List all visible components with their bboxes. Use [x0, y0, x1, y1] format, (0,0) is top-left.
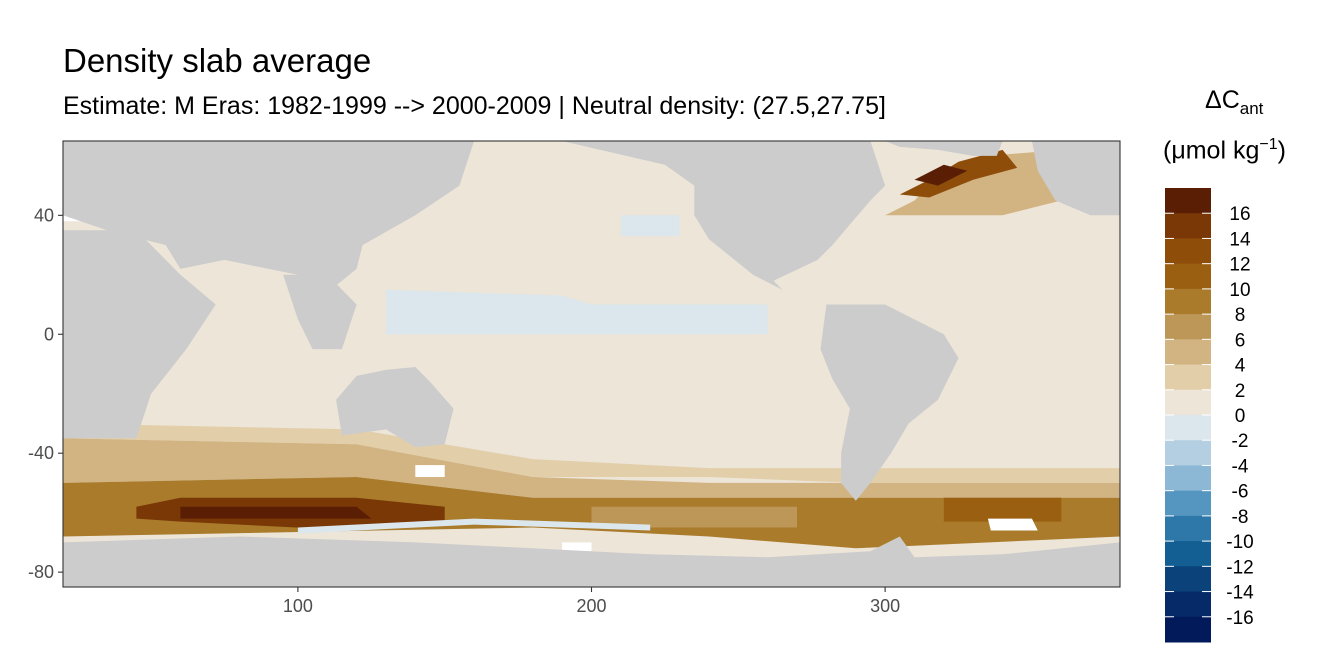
legend-unit-prefix: (μmol kg	[1163, 136, 1260, 165]
land-mass	[63, 230, 216, 439]
legend-label: -8	[1232, 507, 1249, 528]
legend-swatch	[1165, 314, 1211, 340]
chart-title: Density slab average	[63, 42, 372, 79]
y-tick-label: -40	[28, 443, 54, 463]
land-mass	[283, 274, 357, 350]
x-tick-label: 200	[576, 596, 606, 616]
legend-label: -6	[1232, 482, 1249, 503]
ocean-region	[63, 259, 416, 469]
color-legend: 16 14 12 10 8 6 4 2 0 -2 -4 -6 -8 -10 -12 -14 -16	[1165, 188, 1254, 643]
legend-swatch	[1165, 515, 1211, 542]
legend-unit-suffix: )	[1277, 136, 1286, 165]
legend-label: 2	[1235, 381, 1246, 402]
legend-label: 10	[1229, 280, 1250, 301]
land-mass	[336, 367, 454, 448]
y-tick-label: -80	[28, 562, 54, 582]
ocean-region	[591, 506, 797, 528]
land-mass	[63, 141, 475, 305]
ocean-region	[297, 518, 651, 534]
legend-label: 4	[1235, 356, 1246, 377]
legend-swatch	[1165, 591, 1211, 618]
legend-label: 0	[1235, 406, 1246, 427]
ocean-region	[943, 497, 1062, 522]
legend-swatch	[1165, 440, 1211, 466]
legend-label: -10	[1226, 532, 1253, 553]
legend-label: -14	[1226, 583, 1254, 604]
legend-swatch	[1165, 263, 1211, 290]
legend-swatch	[1165, 213, 1211, 239]
legend-swatch	[1165, 490, 1211, 517]
ocean-region	[180, 506, 372, 519]
y-tick-label: 40	[34, 205, 54, 225]
land-mass	[63, 536, 1120, 587]
legend-label: -4	[1232, 456, 1249, 477]
x-tick-label: 100	[283, 596, 313, 616]
legend-label: 12	[1229, 255, 1250, 276]
x-tick-label: 300	[870, 596, 900, 616]
legend-label: -16	[1226, 608, 1253, 629]
legend-swatch	[1165, 288, 1211, 315]
no-data-region	[415, 465, 445, 477]
legend-swatch	[1165, 364, 1211, 391]
legend-label: -2	[1232, 431, 1249, 452]
legend-title-variable: ΔCant	[1205, 86, 1263, 119]
ocean-region	[620, 215, 680, 237]
ocean-region	[63, 423, 1120, 483]
no-data-region	[987, 518, 1038, 531]
land-mass	[820, 304, 959, 501]
ocean-region	[386, 289, 768, 335]
legend-swatch	[1165, 616, 1211, 643]
legend-title-subscript: ant	[1239, 99, 1264, 118]
legend-label: 8	[1235, 305, 1246, 326]
legend-label: 14	[1229, 229, 1251, 250]
legend-title-unit: (μmol kg−1)	[1163, 136, 1286, 165]
legend-swatch	[1165, 415, 1211, 441]
land-mass	[1031, 141, 1120, 216]
ocean-region	[826, 215, 1076, 454]
chart-subtitle: Estimate: M Eras: 1982-1999 --> 2000-200…	[63, 92, 886, 120]
land-mass	[885, 141, 1003, 156]
legend-unit-exponent: −1	[1259, 136, 1278, 153]
no-data-region	[562, 542, 592, 552]
y-tick-label: 0	[44, 324, 54, 344]
legend-swatch	[1165, 339, 1211, 366]
legend-swatch	[1165, 238, 1211, 265]
legend-title-main: ΔC	[1205, 86, 1240, 114]
legend-label: 6	[1235, 330, 1246, 351]
ocean-region	[914, 164, 968, 186]
legend-swatch	[1165, 541, 1211, 567]
legend-swatch	[1165, 188, 1211, 214]
legend-swatch	[1165, 465, 1211, 492]
land-mass	[562, 141, 886, 290]
ocean-region	[885, 149, 1062, 216]
legend-label: 16	[1229, 204, 1250, 225]
legend-swatch	[1165, 389, 1211, 416]
legend-swatch	[1165, 566, 1211, 593]
legend-label: -12	[1226, 557, 1253, 578]
plot-panel	[62, 140, 1121, 588]
